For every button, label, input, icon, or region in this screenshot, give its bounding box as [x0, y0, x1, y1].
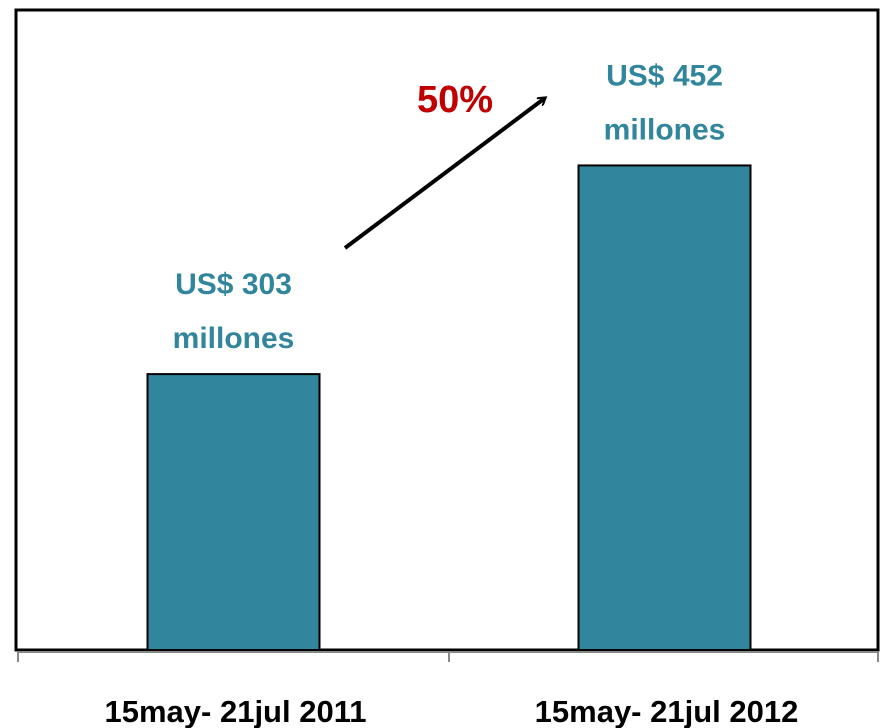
plot-frame: [14, 8, 880, 652]
growth-arrow: [343, 98, 545, 250]
value-label: US$ 303: [175, 268, 292, 301]
bar: [146, 373, 321, 651]
annotation: 50%: [417, 79, 493, 121]
x-tick-label: 15may- 21jul 2012: [535, 694, 799, 728]
value-label: US$ 452: [606, 59, 723, 92]
x-tick-label: 15may- 21jul 2011: [105, 694, 367, 728]
bar: [577, 164, 752, 651]
value-label: millones: [604, 113, 726, 146]
value-label: millones: [173, 322, 295, 355]
